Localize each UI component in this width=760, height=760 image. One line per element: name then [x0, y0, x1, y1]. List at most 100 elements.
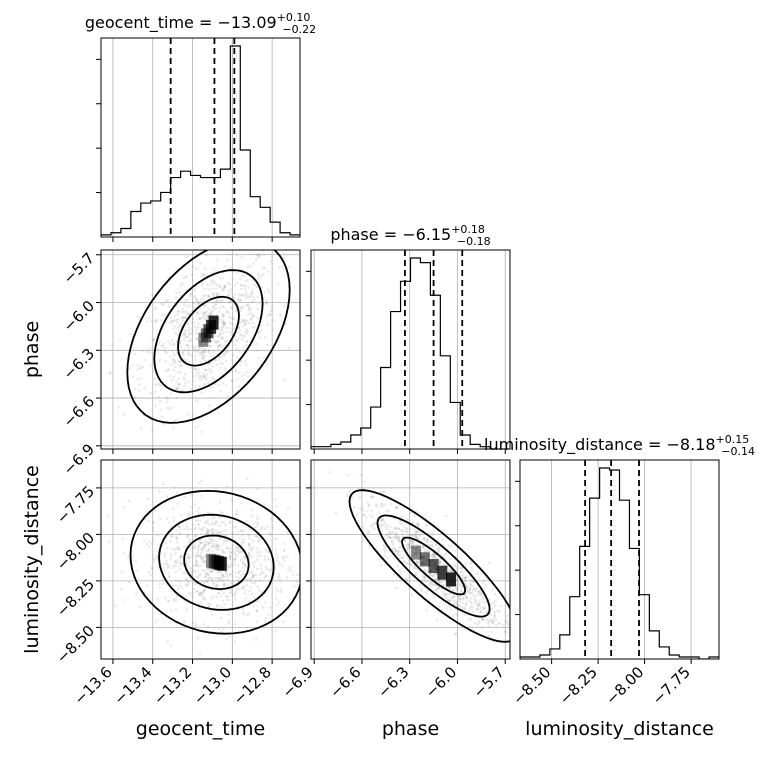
sample-point: [201, 548, 204, 552]
sample-point: [182, 319, 185, 323]
sample-point: [217, 547, 220, 551]
sample-point: [504, 631, 508, 634]
sample-point: [131, 375, 135, 378]
sample-point: [225, 311, 228, 314]
sample-point: [201, 353, 204, 356]
sample-point: [408, 545, 412, 549]
sample-point: [266, 550, 270, 554]
sample-point: [176, 332, 179, 336]
sample-point: [163, 351, 167, 354]
sample-point: [392, 543, 395, 547]
sample-point: [198, 340, 201, 344]
sample-point: [211, 523, 214, 526]
sample-point: [394, 532, 398, 535]
sample-point: [209, 370, 213, 374]
sample-point: [233, 622, 237, 626]
sample-point: [211, 582, 215, 586]
sample-point: [368, 531, 371, 534]
sample-point: [200, 351, 204, 355]
scatter-panel-geocent_time-phase: −6.9−6.6−6.3−6.0−5.7: [60, 249, 301, 479]
sample-point: [398, 556, 402, 560]
sample-point: [265, 343, 269, 347]
sample-point: [435, 572, 438, 576]
sample-point: [151, 338, 154, 342]
sample-point: [237, 587, 241, 591]
sample-point: [286, 507, 290, 510]
x-axis-label: geocent_time: [136, 718, 265, 740]
sample-point: [257, 538, 261, 541]
sample-point: [218, 320, 221, 324]
sample-point: [165, 351, 169, 354]
sample-point: [412, 567, 416, 570]
sample-point: [458, 604, 461, 608]
sample-point: [390, 531, 393, 535]
sample-point: [195, 374, 198, 378]
sample-point: [218, 501, 222, 504]
sample-point: [216, 545, 219, 548]
x-axis-label: luminosity_distance: [525, 718, 714, 740]
sample-point: [465, 562, 468, 566]
sample-point: [491, 619, 495, 623]
sample-point: [170, 378, 174, 382]
sample-point: [191, 371, 194, 374]
sample-point: [193, 348, 197, 351]
sample-point: [247, 612, 250, 616]
sample-point: [194, 519, 198, 523]
sample-point: [282, 559, 286, 562]
sample-point: [528, 652, 531, 655]
sample-point: [391, 547, 395, 551]
sample-point: [230, 551, 234, 554]
sample-point: [347, 473, 350, 477]
panel-title: geocent_time = −13.09+0.10 −0.22: [85, 11, 316, 36]
sample-point: [463, 579, 467, 582]
sample-point: [224, 534, 228, 537]
sample-point: [195, 560, 198, 564]
sample-point: [175, 529, 179, 532]
sample-point: [242, 335, 245, 338]
sample-point: [220, 300, 223, 303]
sample-point: [494, 624, 498, 627]
sample-point: [220, 548, 224, 552]
sample-point: [174, 607, 178, 611]
sample-point: [193, 296, 196, 299]
sample-point: [203, 367, 207, 371]
sample-point: [226, 538, 230, 542]
contour-level: [158, 513, 275, 611]
sample-point: [204, 531, 208, 535]
sample-point: [182, 316, 185, 319]
sample-point: [206, 381, 210, 385]
sample-point: [255, 285, 259, 289]
sample-point: [195, 350, 198, 354]
sample-point: [184, 299, 187, 302]
sample-point: [245, 331, 249, 335]
sample-point: [279, 590, 283, 594]
sample-point: [271, 328, 274, 332]
sample-point: [231, 547, 234, 550]
sample-point: [478, 604, 482, 608]
sample-point: [462, 597, 465, 600]
sample-point: [207, 307, 211, 311]
sample-point: [201, 346, 204, 349]
sample-point: [379, 505, 382, 509]
sample-point: [446, 593, 450, 596]
sample-point: [176, 491, 179, 494]
sample-point: [211, 527, 215, 531]
sample-point: [252, 298, 256, 302]
sample-point: [151, 538, 155, 541]
sample-point: [251, 326, 254, 329]
sample-point: [397, 549, 401, 553]
sample-point: [218, 285, 221, 289]
sample-point: [238, 277, 242, 280]
sample-point: [170, 321, 174, 324]
sample-point: [166, 546, 169, 549]
sample-point: [192, 545, 196, 549]
sample-point: [167, 407, 171, 410]
sample-point: [195, 331, 198, 335]
sample-point: [202, 314, 206, 318]
sample-point: [216, 258, 219, 262]
sample-point: [230, 499, 233, 503]
sample-point: [425, 523, 429, 527]
sample-point: [284, 322, 287, 326]
sample-point: [252, 340, 256, 343]
sample-point: [161, 342, 165, 346]
